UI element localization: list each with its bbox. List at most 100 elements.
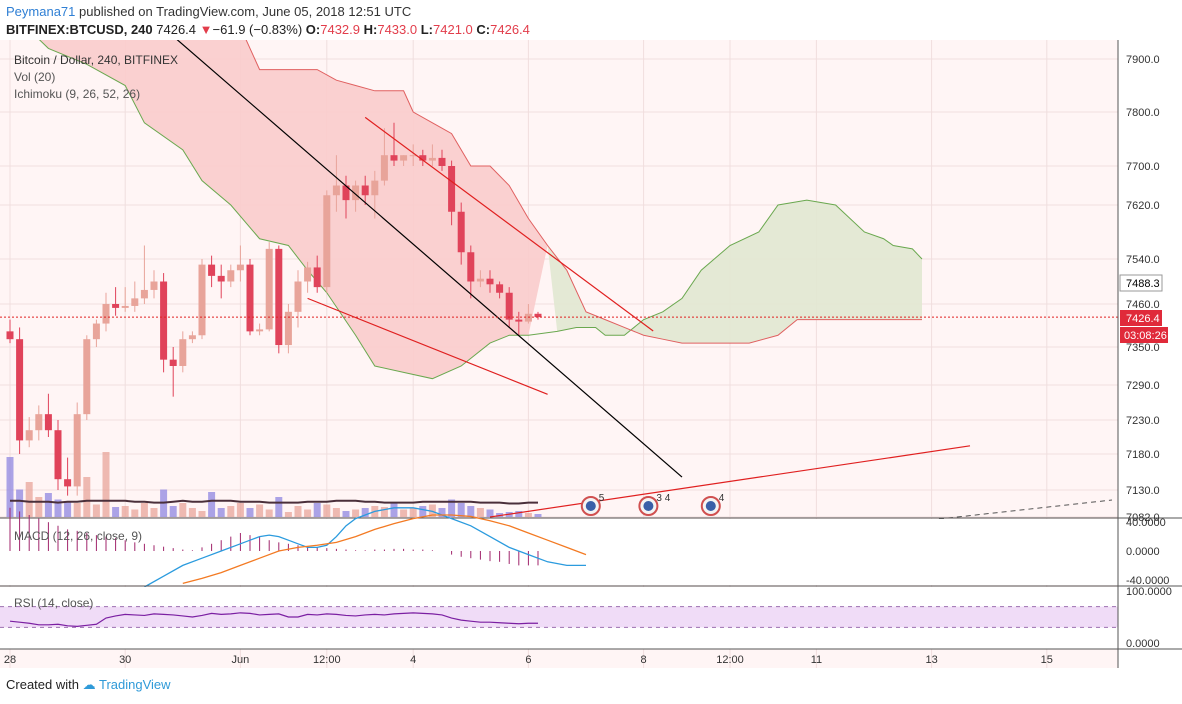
time-tick-6: 8 bbox=[641, 654, 647, 666]
macd-signal-line bbox=[182, 514, 587, 585]
marker-count-2: 4 bbox=[719, 493, 725, 504]
volume-bar-31 bbox=[304, 509, 312, 517]
price-tick-10: 7800.0 bbox=[1126, 107, 1160, 119]
candle-body-25 bbox=[246, 264, 254, 332]
candle-body-31 bbox=[304, 267, 312, 282]
chart-area[interactable]: 7082.0 7130.0 7180.0 7230.0 7290.0 7350.0 7460… bbox=[0, 40, 1182, 672]
volume-bar-3 bbox=[35, 497, 43, 517]
macd-pane-bg bbox=[0, 519, 1118, 585]
macd-legend: MACD (12, 26, close, 9) bbox=[14, 529, 142, 543]
candle-body-48 bbox=[467, 252, 475, 282]
axes: 7082.0 7130.0 7180.0 7230.0 7290.0 7350.0 7460… bbox=[0, 40, 1182, 668]
candle-body-10 bbox=[102, 304, 110, 324]
candle-body-38 bbox=[371, 180, 379, 196]
volume-bar-22 bbox=[217, 508, 225, 517]
time-tick-7: 12:00 bbox=[716, 654, 744, 666]
candle-body-45 bbox=[438, 157, 446, 166]
time-tick-1: 30 bbox=[119, 654, 131, 666]
time-tick-4: 4 bbox=[410, 654, 416, 666]
close-label: C: bbox=[476, 22, 491, 37]
volume-bar-53 bbox=[515, 511, 523, 517]
marker-count-1: 3 4 bbox=[656, 493, 670, 504]
publication-line: Peymana71 published on TradingView.com, … bbox=[6, 4, 411, 19]
volume-bar-25 bbox=[246, 508, 254, 517]
candle-body-32 bbox=[313, 267, 321, 288]
candle-body-41 bbox=[400, 155, 408, 161]
macd-line bbox=[144, 507, 586, 588]
candle-body-36 bbox=[352, 185, 360, 201]
volume-bar-7 bbox=[73, 503, 81, 517]
time-tick-8: 11 bbox=[811, 654, 822, 666]
volume-bar-14 bbox=[140, 503, 148, 517]
tradingview-brand[interactable]: TradingView bbox=[99, 677, 171, 692]
time-tick-0: 28 bbox=[4, 654, 16, 666]
footer: Created with ☁ TradingView bbox=[6, 677, 171, 693]
pane-legends: Bitcoin / Dollar, 240, BITFINEX Vol (20)… bbox=[14, 53, 178, 610]
volume-bar-11 bbox=[112, 507, 120, 517]
countdown-label: 03:08:26 bbox=[1124, 330, 1167, 342]
trendline-1 bbox=[307, 297, 548, 395]
candle-body-16 bbox=[160, 281, 168, 360]
volume-bar-28 bbox=[275, 497, 283, 517]
candle-body-39 bbox=[380, 155, 388, 181]
candle-body-5 bbox=[54, 430, 62, 480]
volume-bar-15 bbox=[150, 508, 158, 517]
high-value: 7433.0 bbox=[377, 22, 418, 37]
candle-body-40 bbox=[390, 155, 398, 161]
volume-bar-8 bbox=[83, 477, 91, 517]
candle-body-21 bbox=[208, 264, 216, 276]
volume-bar-27 bbox=[265, 509, 273, 517]
event-markers[interactable]: 5 3 4 4 bbox=[580, 493, 725, 516]
volume-bars bbox=[6, 452, 542, 517]
rsi-line bbox=[9, 612, 538, 627]
volume-bar-2 bbox=[25, 482, 33, 517]
price-tick-1: 7130.0 bbox=[1126, 485, 1160, 497]
volume-bar-54 bbox=[524, 513, 532, 517]
volume-bar-32 bbox=[313, 503, 321, 517]
volume-bar-9 bbox=[92, 504, 100, 517]
down-arrow-icon: ▼ bbox=[199, 22, 213, 37]
last-price-box bbox=[1120, 310, 1162, 326]
span-a-line bbox=[38, 40, 923, 380]
author-link[interactable]: Peymana71 bbox=[6, 4, 76, 19]
volume-bar-40 bbox=[390, 503, 398, 517]
price-tick-9: 7700.0 bbox=[1126, 161, 1160, 173]
open-label: O: bbox=[305, 22, 321, 37]
price-tick-4: 7290.0 bbox=[1126, 380, 1160, 392]
candle-body-3 bbox=[35, 414, 43, 431]
trendlines bbox=[0, 40, 1118, 521]
candle-body-20 bbox=[198, 264, 206, 336]
time-tick-3: 12:00 bbox=[313, 654, 341, 666]
price-tick-6: 7460.0 bbox=[1126, 299, 1160, 311]
candle-body-52 bbox=[505, 292, 513, 320]
volume-bar-36 bbox=[352, 509, 360, 517]
candle-body-54 bbox=[524, 313, 532, 322]
volume-bar-43 bbox=[419, 506, 427, 517]
candle-body-15 bbox=[150, 281, 158, 290]
ema-level-box bbox=[1119, 274, 1163, 292]
volume-bar-1 bbox=[16, 489, 24, 517]
published-text: published on TradingView.com, June 05, 2… bbox=[79, 4, 412, 19]
candle-body-4 bbox=[44, 414, 52, 431]
us-flag-icon-1 bbox=[643, 501, 654, 511]
volume-bar-55 bbox=[534, 514, 542, 517]
candle-body-30 bbox=[294, 281, 302, 312]
indicator-panes bbox=[0, 507, 1182, 649]
ichimoku-legend: Ichimoku (9, 26, 52, 26) bbox=[14, 87, 140, 101]
countdown-box bbox=[1120, 327, 1168, 343]
ohlc-line: BITFINEX:BTCUSD, 240 7426.4 ▼−61.9 (−0.8… bbox=[6, 22, 530, 37]
candle-body-37 bbox=[361, 185, 369, 196]
last-price: 7426.4 bbox=[156, 22, 197, 37]
volume-legend: Vol (20) bbox=[14, 70, 55, 84]
cloud-bull-fill bbox=[547, 200, 922, 344]
candle-body-49 bbox=[476, 278, 484, 282]
trendline-3 bbox=[489, 445, 971, 518]
volume-bar-26 bbox=[256, 504, 264, 517]
candle-body-11 bbox=[112, 304, 120, 308]
price-tick-8: 7620.0 bbox=[1126, 200, 1160, 212]
cloud-bear-fill bbox=[39, 40, 548, 379]
volume-bar-48 bbox=[467, 506, 475, 517]
time-tick-10: 15 bbox=[1041, 654, 1053, 666]
candle-body-26 bbox=[256, 329, 264, 332]
volume-bar-21 bbox=[208, 492, 216, 517]
